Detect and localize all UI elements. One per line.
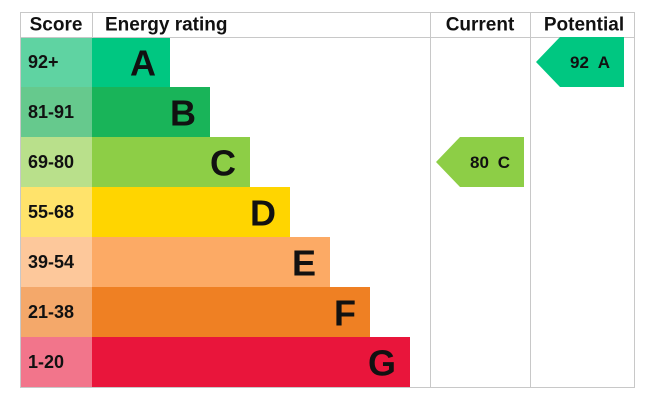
current-letter: C bbox=[498, 153, 510, 172]
rating-letter: D bbox=[250, 193, 276, 234]
potential-score: 92 bbox=[570, 53, 589, 72]
rating-bar bbox=[92, 37, 170, 87]
current-score: 80 bbox=[470, 153, 489, 172]
score-label: 39-54 bbox=[28, 252, 74, 272]
current-arrow bbox=[436, 137, 524, 187]
rating-bar bbox=[92, 87, 210, 137]
score-cell bbox=[20, 137, 92, 187]
header-current: Current bbox=[446, 15, 515, 36]
rating-bar bbox=[92, 137, 250, 187]
score-cell bbox=[20, 237, 92, 287]
potential-label: 92 A bbox=[570, 53, 610, 72]
rating-bar bbox=[92, 337, 410, 387]
potential-arrow bbox=[536, 37, 624, 87]
rating-letter: A bbox=[130, 43, 156, 84]
rating-bar bbox=[92, 187, 290, 237]
potential-letter: A bbox=[598, 53, 610, 72]
current-label: 80 C bbox=[470, 153, 510, 172]
score-label: 81-91 bbox=[28, 102, 74, 122]
rating-letter: C bbox=[210, 143, 236, 184]
rating-letter: F bbox=[334, 293, 356, 334]
score-label: 69-80 bbox=[28, 152, 74, 172]
header-rating: Energy rating bbox=[105, 15, 227, 36]
grid bbox=[20, 12, 635, 388]
rating-letter: B bbox=[170, 93, 196, 134]
score-cell bbox=[20, 187, 92, 237]
rating-letter: G bbox=[368, 343, 396, 384]
rating-bar bbox=[92, 237, 330, 287]
header-score: Score bbox=[30, 15, 83, 36]
rating-bar bbox=[92, 287, 370, 337]
score-label: 1-20 bbox=[28, 352, 64, 372]
score-label: 21-38 bbox=[28, 302, 74, 322]
table bbox=[20, 37, 410, 387]
score-cell bbox=[20, 87, 92, 137]
score-cell bbox=[20, 287, 92, 337]
border bbox=[20, 12, 635, 388]
rating-letter: E bbox=[292, 243, 316, 284]
score-cell bbox=[20, 37, 92, 87]
score-label: 55-68 bbox=[28, 202, 74, 222]
header-potential: Potential bbox=[544, 15, 624, 36]
score-label: 92+ bbox=[28, 52, 59, 72]
score-cell bbox=[20, 337, 92, 387]
